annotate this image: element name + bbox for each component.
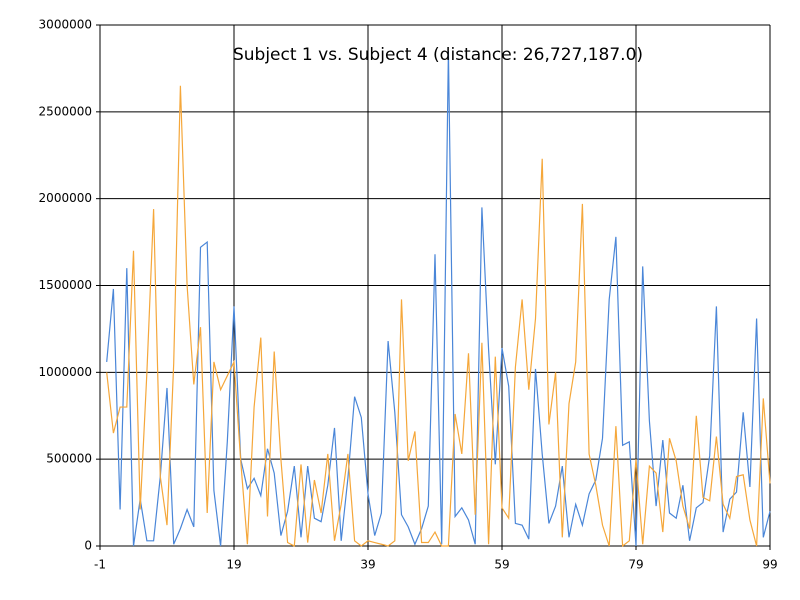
x-tick-label: -1 [94,558,106,572]
y-tick-label: 0 [84,539,92,553]
y-tick-label: 1000000 [39,365,92,379]
y-tick-label: 2500000 [39,104,92,118]
x-tick-label: 59 [494,558,509,572]
y-tick-label: 2000000 [39,191,92,205]
y-tick-label: 3000000 [39,18,92,32]
y-tick-label: 1500000 [39,278,92,292]
chart-title: Subject 1 vs. Subject 4 (distance: 26,72… [233,45,643,65]
x-tick-label: 79 [628,558,643,572]
x-tick-label: 99 [762,558,777,572]
x-tick-label: 19 [226,558,241,572]
y-tick-label: 500000 [46,452,92,466]
series-line [106,51,771,547]
series-line [106,85,771,548]
x-tick-label: 39 [360,558,375,572]
